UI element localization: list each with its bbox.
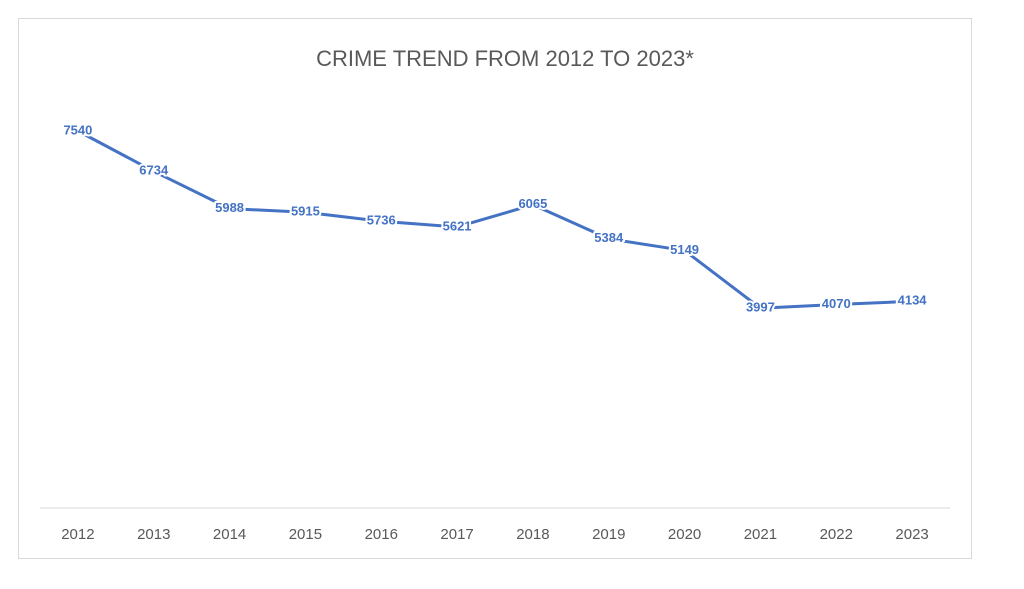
data-label: 6065 — [518, 196, 547, 211]
x-tick-label: 2020 — [668, 526, 701, 543]
data-label: 5149 — [670, 242, 699, 257]
x-tick-label: 2019 — [592, 526, 625, 543]
chart-border — [18, 18, 972, 559]
x-tick-label: 2013 — [137, 526, 170, 543]
chart-title: CRIME TREND FROM 2012 TO 2023* — [316, 46, 694, 71]
x-tick-label: 2021 — [744, 526, 777, 543]
data-label: 5736 — [367, 213, 396, 228]
x-tick-label: 2022 — [820, 526, 853, 543]
data-label: 7540 — [63, 122, 92, 137]
line — [77, 129, 913, 310]
data-label: 5915 — [291, 204, 320, 219]
x-tick-label: 2023 — [895, 526, 928, 543]
data-label: 5621 — [443, 218, 472, 233]
x-tick-label: 2017 — [440, 526, 473, 543]
x-tick-label: 2012 — [61, 526, 94, 543]
x-tick-label: 2014 — [213, 526, 246, 543]
x-tick-label: 2016 — [365, 526, 398, 543]
data-label: 5384 — [594, 230, 624, 245]
data-label: 4070 — [822, 296, 851, 311]
data-label: 4134 — [898, 293, 928, 308]
data-label: 5988 — [215, 200, 244, 215]
data-label: 6734 — [139, 163, 169, 178]
x-tick-label: 2015 — [289, 526, 322, 543]
x-tick-label: 2018 — [516, 526, 549, 543]
data-label: 3997 — [746, 300, 775, 315]
